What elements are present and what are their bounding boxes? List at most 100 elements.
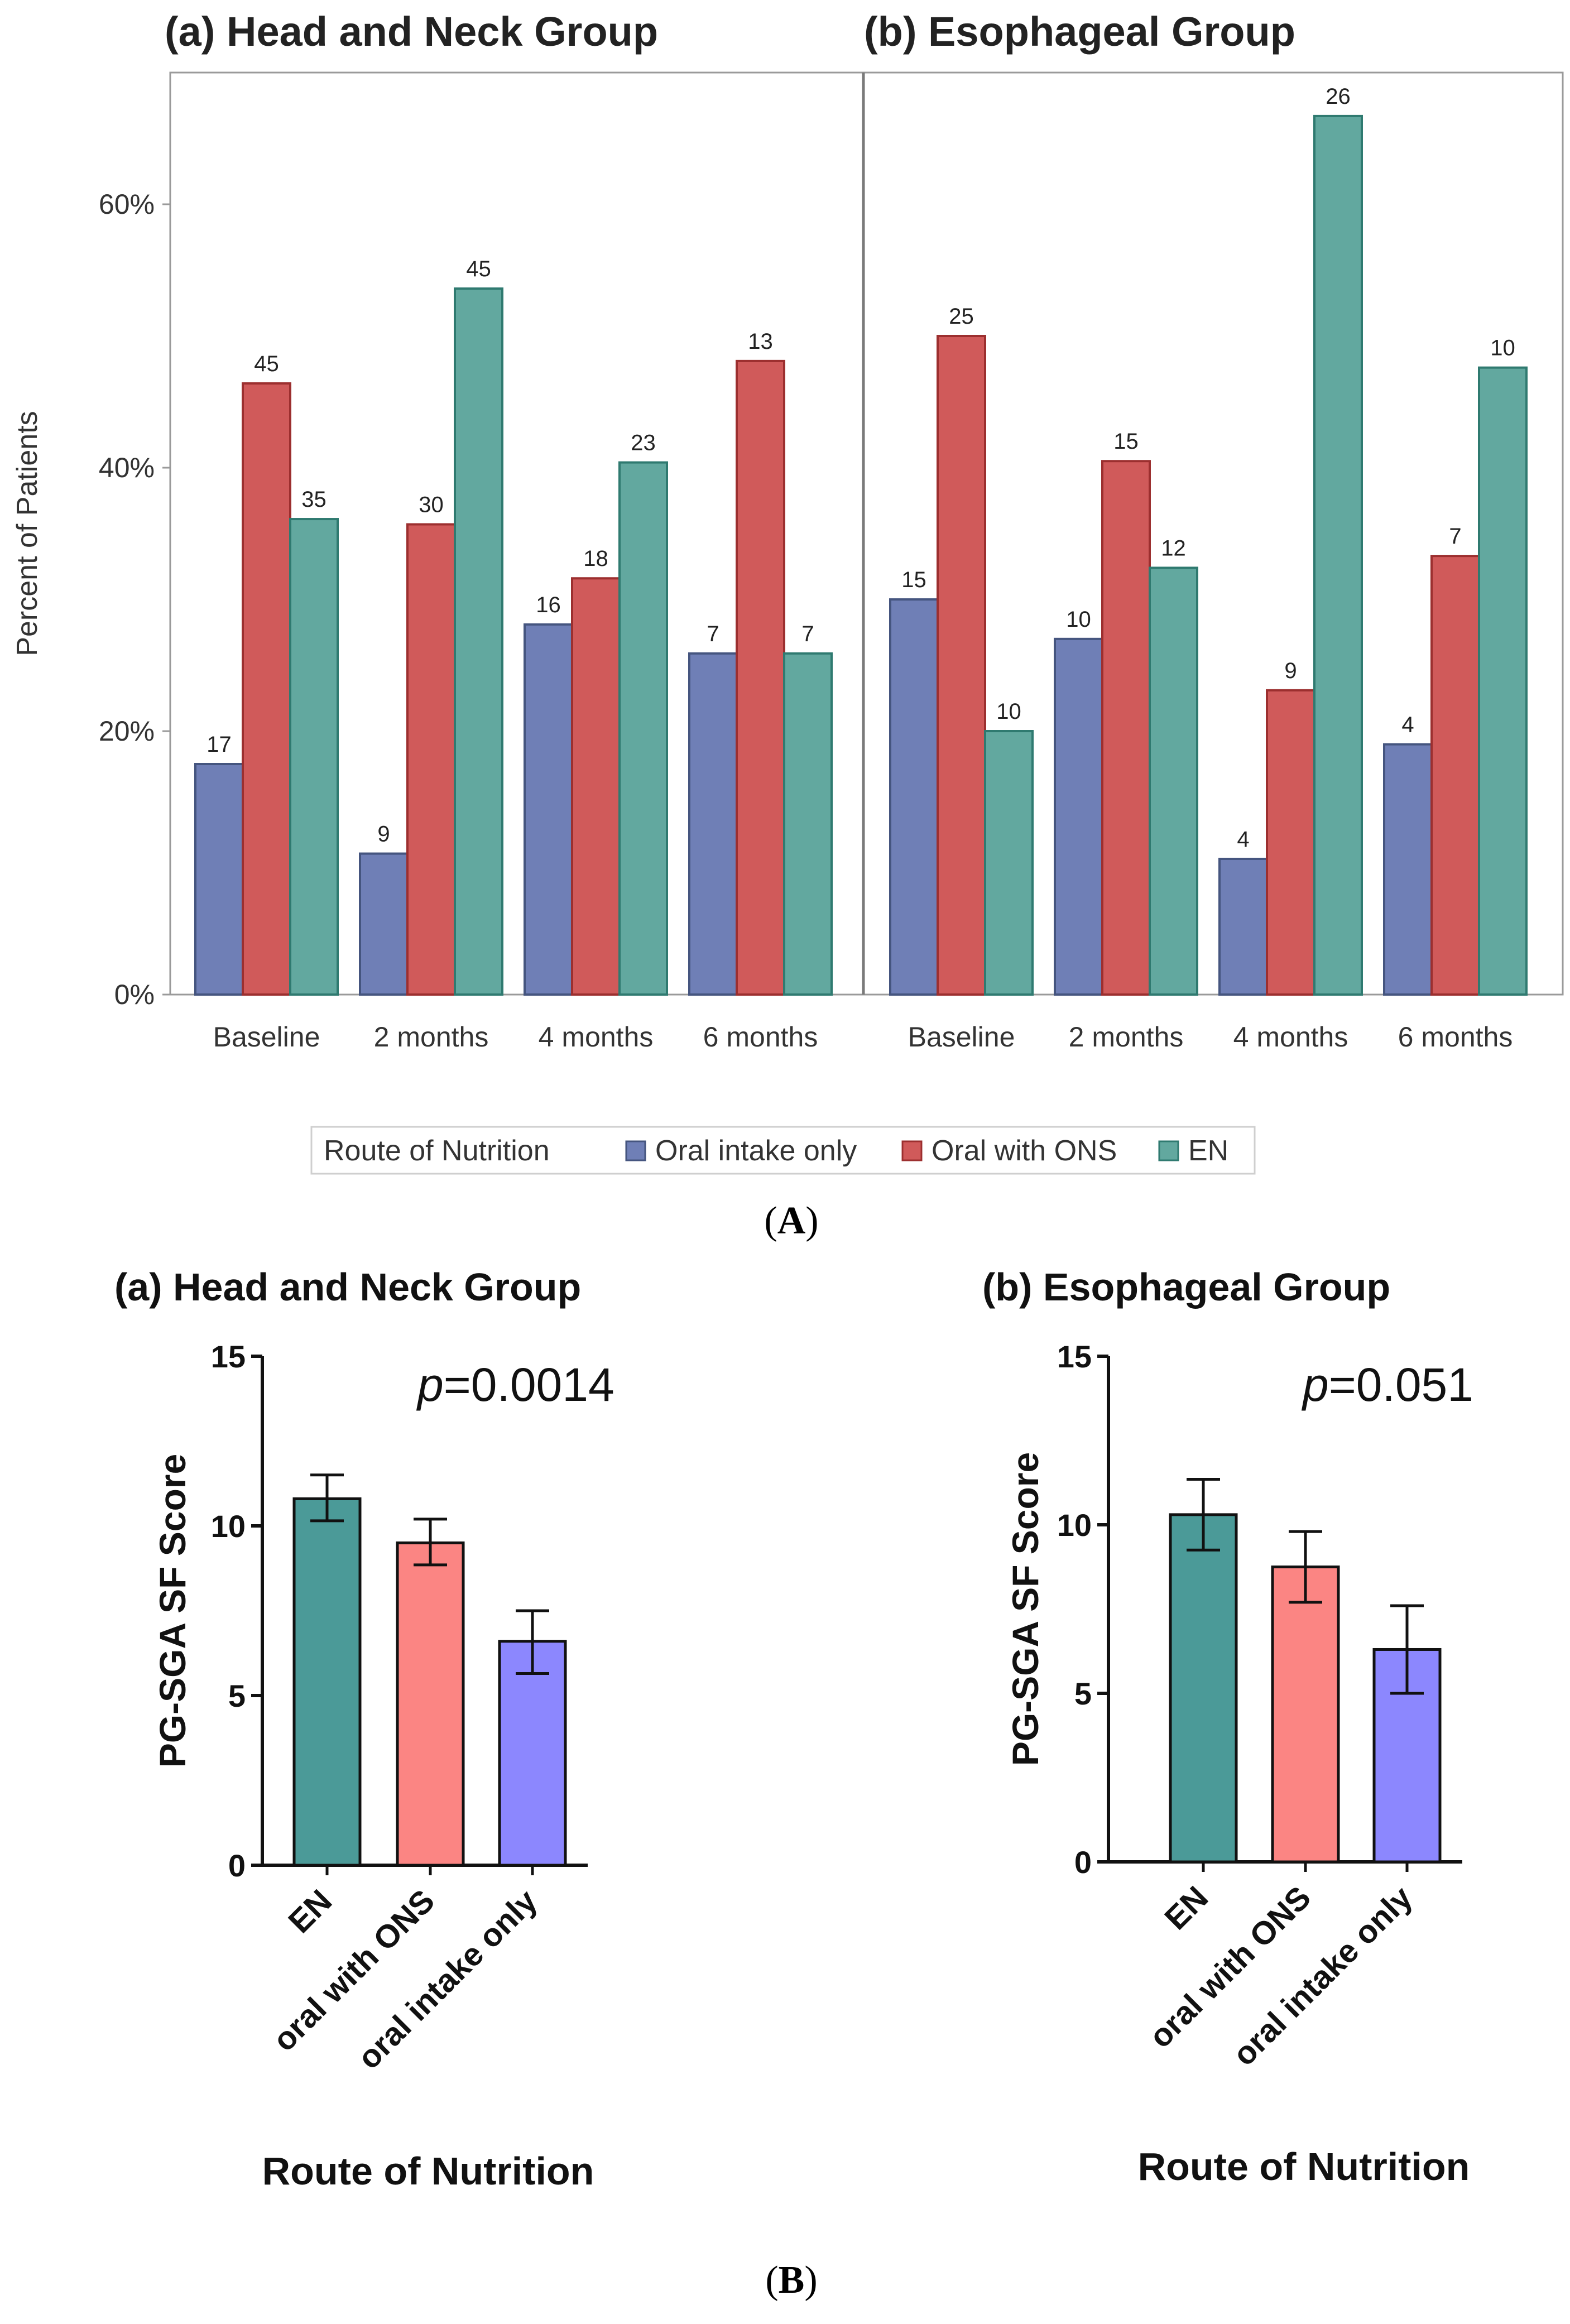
x-tick-label: Baseline bbox=[213, 1021, 320, 1053]
p-value: =0.051 bbox=[1329, 1358, 1473, 1411]
y-tick-label: 0 bbox=[228, 1848, 246, 1883]
p-value-label: p=0.051 bbox=[1301, 1358, 1473, 1411]
bar-oral-with-ons bbox=[1101, 460, 1151, 996]
bar-oral-intake-only bbox=[1054, 637, 1103, 996]
x-tick-label: oral intake only bbox=[1226, 1879, 1419, 2073]
bar-count-label: 15 bbox=[1113, 429, 1139, 454]
p-value-label: p=0.0014 bbox=[416, 1358, 614, 1411]
legend: Route of Nutrition Oral intake only Oral w… bbox=[310, 1126, 1256, 1175]
x-axis-label: Route of Nutrition bbox=[1138, 2145, 1470, 2188]
panel-letter-a: A bbox=[777, 1199, 806, 1242]
bar-count-label: 7 bbox=[1449, 524, 1461, 549]
x-tick-label: Baseline bbox=[908, 1021, 1015, 1053]
y-tick-label: 5 bbox=[1074, 1676, 1092, 1711]
bar-oral-with-ons bbox=[396, 1541, 465, 1867]
y-tick-label: 40% bbox=[99, 452, 155, 483]
bar-oral-intake-only bbox=[1383, 743, 1433, 996]
bar-oral-intake-only bbox=[1218, 857, 1268, 996]
y-tick-label: 5 bbox=[228, 1678, 246, 1713]
bar-oral-with-ons bbox=[1430, 555, 1480, 996]
y-tick-label: 15 bbox=[1057, 1339, 1092, 1374]
figure-b-panel-esophageal: (b) Esophageal Group 0 5 10 15 PG-SGA SF Scor… bbox=[982, 1265, 1473, 2188]
bar-oral-with-ons bbox=[571, 577, 621, 996]
panel-title: (b) Esophageal Group bbox=[864, 8, 1295, 55]
legend-entry: Oral with ONS bbox=[932, 1135, 1117, 1167]
figure-a: 0% 20% 40% 60% Percent of Patients (a) Head a… bbox=[11, 8, 1564, 1242]
bar-count-label: 35 bbox=[301, 487, 327, 512]
bar-en bbox=[783, 652, 833, 996]
bar-oral-with-ons bbox=[1271, 1566, 1340, 1864]
x-tick-label: 4 months bbox=[1233, 1021, 1348, 1053]
bar-count-label: 17 bbox=[207, 732, 232, 757]
bar-oral-with-ons bbox=[1266, 689, 1315, 996]
panel-title: (b) Esophageal Group bbox=[982, 1265, 1390, 1309]
bar-en bbox=[984, 730, 1034, 996]
bar-count-label: 45 bbox=[254, 352, 279, 376]
legend-box bbox=[310, 1126, 1256, 1175]
y-axis-label: PG-SGA SF Score bbox=[1005, 1452, 1046, 1766]
x-axis-label: Route of Nutrition bbox=[262, 2149, 594, 2193]
bar-oral-intake-only bbox=[688, 652, 738, 996]
figure-b-panel-label: (B) bbox=[765, 2259, 817, 2302]
panel-letter-b: B bbox=[779, 2259, 805, 2302]
p-value: =0.0014 bbox=[444, 1358, 614, 1411]
legend-swatch bbox=[901, 1140, 923, 1161]
bar-count-label: 9 bbox=[377, 822, 390, 846]
bar-oral-intake-only bbox=[889, 598, 939, 996]
panel-title: (a) Head and Neck Group bbox=[165, 8, 658, 55]
p-symbol: p bbox=[1301, 1358, 1329, 1411]
bar-oral-intake-only bbox=[194, 763, 244, 996]
bar-oral-intake-only bbox=[524, 623, 573, 996]
legend-entry: EN bbox=[1188, 1135, 1228, 1167]
x-tick-label: EN bbox=[281, 1883, 339, 1940]
bar-count-label: 10 bbox=[1066, 607, 1091, 632]
figure-a-panel-label: (A) bbox=[764, 1199, 818, 1242]
figure-a-panel-esophageal: (b) Esophageal Group 15 25 10 Baseline 10 15 12… bbox=[864, 8, 1528, 1053]
bar-oral-with-ons bbox=[937, 335, 986, 996]
bar-count-label: 10 bbox=[996, 699, 1021, 724]
panel-title: (a) Head and Neck Group bbox=[114, 1265, 581, 1309]
bar-en bbox=[454, 287, 503, 996]
bar-en bbox=[618, 461, 668, 996]
bar-count-label: 9 bbox=[1284, 659, 1297, 683]
y-axis-label: Percent of Patients bbox=[11, 411, 44, 656]
p-symbol: p bbox=[416, 1358, 444, 1411]
bar-count-label: 23 bbox=[631, 431, 656, 455]
figure-a-panel-head-neck: (a) Head and Neck Group 17 45 35 Baseline 9 30… bbox=[165, 8, 833, 1053]
bar-en bbox=[289, 518, 339, 996]
bar-en bbox=[1149, 566, 1198, 996]
bar-oral-with-ons bbox=[406, 523, 456, 996]
bar-en bbox=[292, 1497, 362, 1867]
bar-count-label: 7 bbox=[801, 622, 814, 646]
x-tick-label: oral intake only bbox=[351, 1883, 544, 2076]
bar-count-label: 30 bbox=[419, 492, 444, 517]
bar-oral-intake-only bbox=[359, 852, 409, 996]
bar-en bbox=[1313, 114, 1363, 996]
x-tick-label: 2 months bbox=[1069, 1021, 1184, 1053]
bar-count-label: 4 bbox=[1237, 827, 1249, 852]
x-tick-label: 6 months bbox=[1398, 1021, 1513, 1053]
y-tick-label: 0 bbox=[1074, 1845, 1092, 1880]
bar-oral-with-ons bbox=[242, 382, 291, 996]
legend-swatch bbox=[625, 1140, 646, 1161]
x-tick-label: 2 months bbox=[374, 1021, 489, 1053]
y-tick-label: 10 bbox=[211, 1509, 246, 1544]
x-tick-label: 6 months bbox=[703, 1021, 818, 1053]
legend-title: Route of Nutrition bbox=[324, 1135, 550, 1167]
bar-count-label: 18 bbox=[583, 546, 608, 571]
legend-entry: Oral intake only bbox=[655, 1135, 857, 1167]
x-tick-label: 4 months bbox=[539, 1021, 654, 1053]
y-tick-label: 10 bbox=[1057, 1507, 1092, 1543]
bar-count-label: 16 bbox=[536, 593, 561, 617]
y-tick-label: 60% bbox=[99, 189, 155, 220]
y-tick-label: 20% bbox=[99, 716, 155, 747]
bar-count-label: 26 bbox=[1326, 84, 1351, 109]
x-tick-label: EN bbox=[1158, 1879, 1215, 1937]
y-tick-label: 0% bbox=[114, 979, 155, 1010]
bar-count-label: 4 bbox=[1401, 713, 1414, 737]
bar-count-label: 15 bbox=[901, 568, 926, 592]
y-tick-label: 15 bbox=[211, 1339, 246, 1374]
bar-count-label: 25 bbox=[949, 304, 974, 329]
bar-count-label: 10 bbox=[1490, 336, 1515, 361]
